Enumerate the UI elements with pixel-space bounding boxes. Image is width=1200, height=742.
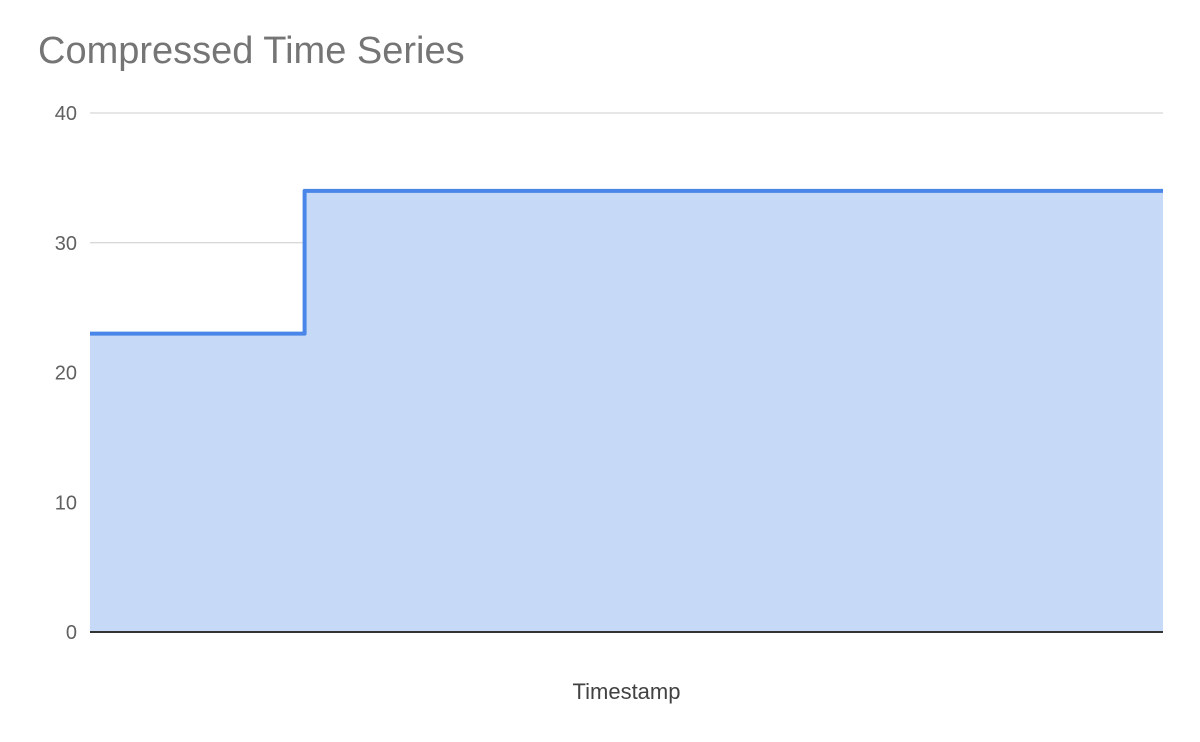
x-axis-title: Timestamp — [573, 679, 681, 704]
y-tick-label: 0 — [66, 622, 77, 644]
y-tick-label: 30 — [55, 233, 77, 255]
y-axis-ticks: 0 10 20 30 40 — [55, 103, 77, 644]
series-area-fill — [90, 191, 1163, 632]
y-tick-label: 20 — [55, 363, 77, 385]
y-tick-label: 10 — [55, 492, 77, 514]
y-tick-label: 40 — [55, 103, 77, 125]
